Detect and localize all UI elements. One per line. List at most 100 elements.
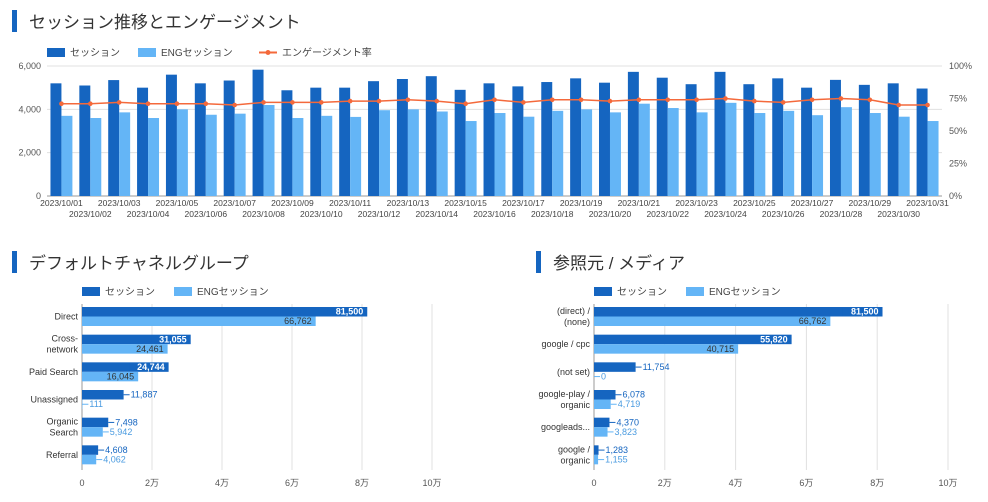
data-label: 4,719 — [618, 399, 641, 409]
bar-session — [858, 84, 870, 196]
bar-session — [916, 88, 928, 196]
x-tick-label: 2023/10/18 — [531, 209, 574, 219]
engagement-point — [203, 101, 209, 106]
bar-eng-session — [869, 113, 881, 196]
category-label: Organic — [46, 417, 78, 427]
x-tick-label: 2023/10/22 — [646, 209, 689, 219]
bar-eng-session — [594, 316, 831, 326]
category-label: (none) — [564, 317, 590, 327]
x-tick-label: 6万 — [285, 478, 299, 488]
category-label: Unassigned — [30, 395, 78, 405]
bar-eng-session — [594, 399, 611, 409]
x-tick-label: 8万 — [355, 478, 369, 488]
bar-eng-session — [552, 110, 564, 196]
engagement-point — [347, 98, 353, 104]
engagement-point — [723, 96, 728, 101]
engagement-point — [752, 98, 757, 104]
bar-eng-session — [407, 109, 419, 196]
bar-session — [887, 83, 899, 196]
legend-label: セッション — [617, 286, 667, 298]
data-label-bg — [129, 362, 167, 372]
bar-session — [223, 80, 235, 196]
section-title-trend: セッション推移とエンゲージメント — [12, 8, 301, 33]
engagement-point — [88, 101, 93, 106]
x-tick-label: 2023/10/14 — [415, 209, 458, 219]
bar-session — [281, 90, 293, 196]
engagement-point — [59, 101, 64, 106]
legend-swatch — [265, 50, 271, 55]
section-title-source: 参照元 / メディア — [536, 249, 685, 274]
engagement-point — [290, 100, 295, 105]
x-tick-label: 2023/10/09 — [271, 198, 314, 208]
engagement-point — [145, 101, 151, 106]
bar-session — [512, 86, 524, 196]
data-label: 55,820 — [760, 334, 788, 344]
bar-eng-session — [379, 110, 390, 196]
legend-label: セッション — [70, 47, 120, 59]
section-title-channel: デフォルトチャネルグループ — [12, 249, 249, 274]
bar-eng-session — [581, 109, 593, 196]
bar-session — [594, 334, 792, 345]
x-tick-label: 4万 — [215, 478, 229, 488]
x-tick-label: 2023/10/07 — [213, 198, 256, 208]
bar-session — [656, 77, 668, 196]
data-label: 11,754 — [643, 362, 670, 372]
bar-eng-session — [783, 110, 795, 196]
title-accent-bar — [536, 250, 541, 273]
bar-session — [594, 362, 636, 372]
data-label: 81,500 — [851, 307, 879, 317]
legend-swatch — [47, 48, 65, 57]
x-tick-label: 2023/10/27 — [791, 198, 834, 208]
bar-session — [82, 307, 368, 317]
data-label: 24,461 — [136, 344, 164, 354]
x-tick-label: 2023/10/02 — [69, 209, 112, 219]
bar-session — [570, 78, 582, 196]
data-label: 6,078 — [623, 390, 646, 400]
data-label: 4,062 — [103, 455, 126, 465]
bar-session — [108, 80, 120, 196]
x-tick-label: 2023/10/10 — [300, 209, 343, 219]
category-label: network — [46, 345, 78, 355]
y2-tick-label: 50% — [949, 126, 967, 136]
engagement-point — [578, 97, 584, 103]
bar-eng-session — [725, 102, 737, 196]
bar-session — [79, 85, 91, 196]
bar-eng-session — [82, 371, 139, 382]
bar-eng-session — [321, 115, 333, 196]
legend-swatch — [594, 287, 612, 296]
x-tick-label: 2023/10/04 — [127, 209, 170, 219]
engagement-point — [232, 102, 237, 108]
y2-tick-label: 100% — [949, 61, 972, 71]
engagement-point — [665, 97, 671, 103]
x-tick-label: 10万 — [938, 478, 957, 488]
bar-session — [483, 83, 495, 196]
y-tick-label: 0 — [36, 191, 41, 201]
bar-eng-session — [594, 427, 608, 437]
bar-eng-session — [90, 118, 102, 196]
bar-eng-session — [667, 108, 679, 196]
legend-swatch — [138, 48, 156, 57]
engagement-point — [780, 100, 786, 105]
engagement-point — [809, 97, 815, 103]
data-label-bg — [842, 307, 881, 316]
x-tick-label: 2万 — [658, 478, 672, 488]
bar-session — [541, 82, 553, 196]
bar-eng-session — [350, 116, 362, 196]
category-label: google-play / — [538, 389, 590, 399]
channel-title: デフォルトチャネルグループ — [29, 254, 249, 273]
x-tick-label: 2023/10/17 — [502, 198, 545, 208]
data-label: 7,498 — [115, 417, 138, 427]
x-tick-label: 2023/10/05 — [156, 198, 199, 208]
engagement-point — [838, 96, 844, 101]
category-label: Cross- — [52, 334, 79, 344]
x-tick-label: 2023/10/13 — [387, 198, 430, 208]
x-tick-label: 2023/10/25 — [733, 198, 776, 208]
x-tick-label: 2023/10/21 — [618, 198, 661, 208]
bar-session — [137, 87, 149, 196]
data-label: 16,045 — [107, 372, 135, 382]
y2-tick-label: 25% — [949, 159, 967, 169]
bar-session — [627, 71, 639, 196]
bar-eng-session — [119, 112, 131, 196]
legend-label: セッション — [105, 286, 155, 298]
data-label-bg — [151, 335, 189, 344]
